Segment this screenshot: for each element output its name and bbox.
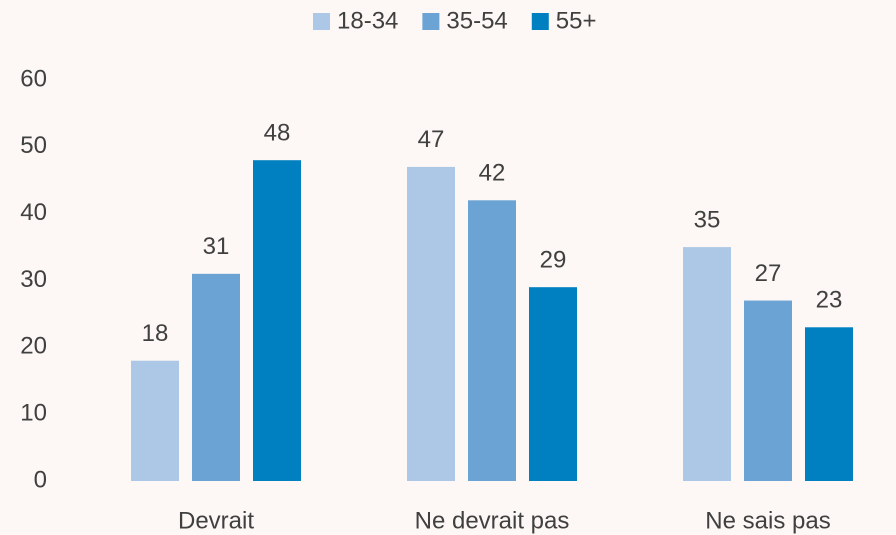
- bar: [529, 287, 577, 481]
- bar: [683, 247, 731, 481]
- bar: [744, 300, 792, 481]
- value-label: 23: [816, 287, 843, 314]
- value-label: 18: [142, 320, 169, 347]
- legend-swatch: [422, 13, 440, 30]
- y-tick-label: 40: [20, 199, 47, 226]
- legend-swatch: [531, 13, 549, 30]
- y-tick-label: 50: [20, 132, 47, 159]
- value-label: 27: [755, 260, 782, 287]
- value-label: 48: [264, 120, 291, 147]
- legend-swatch: [313, 13, 330, 30]
- value-label: 29: [540, 247, 567, 274]
- bar: [131, 360, 179, 481]
- legend-label: 55+: [556, 7, 597, 34]
- value-label: 31: [203, 233, 230, 260]
- bar: [253, 160, 301, 481]
- y-tick-label: 30: [20, 266, 47, 293]
- bar: [805, 327, 853, 481]
- value-label: 42: [479, 160, 506, 187]
- bar: [468, 200, 516, 482]
- x-tick-label: Ne devrait pas: [415, 507, 570, 534]
- legend-label: 35-54: [446, 7, 507, 34]
- value-label: 35: [694, 206, 721, 233]
- x-tick-label: Devrait: [178, 507, 254, 534]
- bar: [407, 166, 455, 481]
- y-tick-label: 20: [20, 333, 47, 360]
- y-tick-label: 10: [20, 400, 47, 427]
- x-tick-label: Ne sais pas: [705, 507, 830, 534]
- y-tick-label: 0: [34, 466, 47, 493]
- y-tick-label: 60: [20, 65, 47, 92]
- value-label: 47: [418, 126, 445, 153]
- legend-label: 18-34: [337, 7, 398, 34]
- bar: [192, 273, 240, 481]
